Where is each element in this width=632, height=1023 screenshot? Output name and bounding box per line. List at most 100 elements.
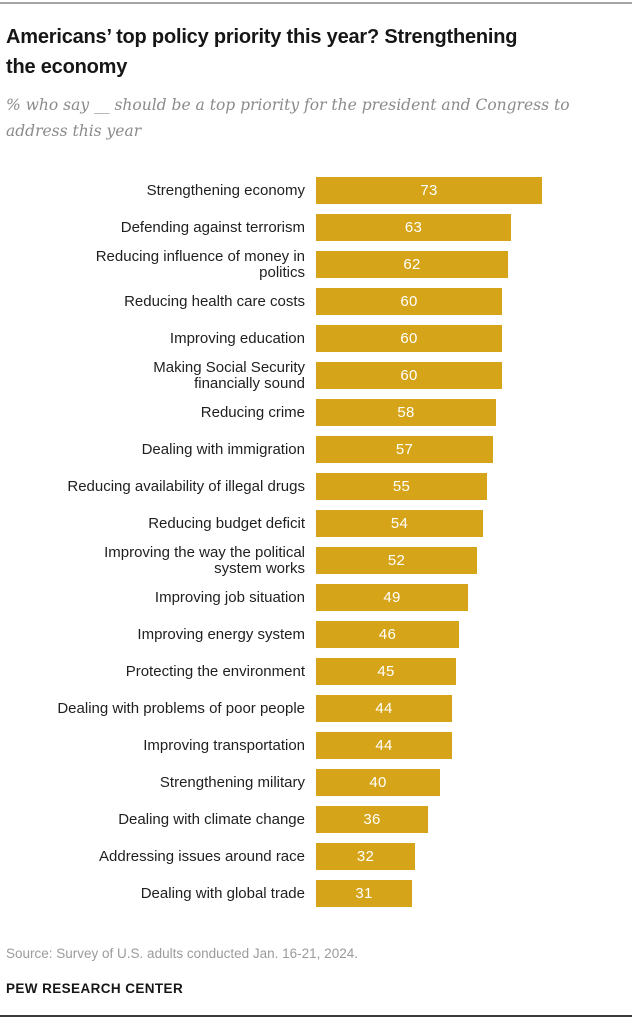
category-label: Strengthening military (159, 773, 305, 791)
chart-row: Defending against terrorism 63 (6, 214, 626, 241)
bar-track: 62 (316, 251, 626, 278)
bar-track: 60 (316, 288, 626, 315)
category-label: Addressing issues around race (99, 847, 305, 865)
category-label: Dealing with climate change (118, 810, 305, 828)
category-label: Reducing budget deficit (148, 514, 305, 532)
chart-row: Reducing crime 58 (6, 399, 626, 426)
chart-row: Improving education 60 (6, 325, 626, 352)
bar: 58 (316, 399, 496, 426)
bar-track: 73 (316, 177, 626, 204)
bar: 44 (316, 695, 452, 722)
category-label: Making Social Security financially sound (153, 358, 305, 392)
chart-row: Dealing with global trade 31 (6, 880, 626, 907)
value-label: 58 (397, 404, 415, 421)
bar-track: 32 (316, 843, 626, 870)
bar: 36 (316, 806, 428, 833)
bar-track: 44 (316, 732, 626, 759)
value-label: 52 (387, 552, 406, 569)
bar-track: 49 (316, 584, 626, 611)
value-label: 73 (420, 182, 438, 199)
bar-track: 58 (316, 399, 626, 426)
bar: 32 (316, 843, 415, 870)
category-label: Dealing with immigration (141, 440, 305, 458)
bar-track: 55 (316, 473, 626, 500)
bar: 60 (316, 325, 502, 352)
category-label: Improving job situation (154, 588, 305, 606)
bar: 52 (316, 547, 477, 574)
chart-row: Dealing with immigration 57 (6, 436, 626, 463)
category-label: Reducing health care costs (124, 292, 305, 310)
bar-chart: Strengthening economy 73 Defending against… (6, 177, 626, 907)
chart-row: Reducing budget deficit 54 (6, 510, 626, 537)
value-label: 60 (400, 293, 418, 310)
category-label: Reducing crime (200, 403, 305, 421)
value-label: 46 (378, 626, 397, 643)
bar: 31 (316, 880, 412, 907)
brand-footer: PEW RESEARCH CENTER (6, 981, 184, 996)
bar-track: 57 (316, 436, 626, 463)
value-label: 57 (395, 441, 414, 458)
chart-row: Improving the way the political system w… (6, 543, 626, 577)
chart-row: Improving energy system 46 (6, 621, 626, 648)
chart-row: Improving transportation 44 (6, 732, 626, 759)
bar-track: 46 (316, 621, 626, 648)
value-label: 63 (404, 219, 423, 236)
bar: 73 (316, 177, 542, 204)
value-label: 60 (400, 367, 418, 384)
bar: 54 (316, 510, 483, 537)
bottom-divider (0, 1015, 632, 1017)
category-label: Improving education (169, 329, 305, 347)
category-label: Defending against terrorism (120, 218, 305, 236)
top-divider (0, 2, 632, 4)
bar-track: 45 (316, 658, 626, 685)
page-title: Americans’ top policy priority this year… (6, 26, 518, 78)
bar-track: 40 (316, 769, 626, 796)
value-label: 44 (375, 737, 393, 754)
chart-row: Reducing health care costs 60 (6, 288, 626, 315)
value-label: 60 (400, 330, 418, 347)
value-label: 54 (390, 515, 409, 532)
category-label: Improving transportation (143, 736, 305, 754)
value-label: 62 (403, 256, 421, 273)
chart-subtitle: % who say __ should be a top priority fo… (6, 96, 570, 140)
chart-row: Dealing with climate change 36 (6, 806, 626, 833)
chart-row: Dealing with problems of poor people 44 (6, 695, 626, 722)
bar-track: 52 (316, 547, 626, 574)
bar-track: 60 (316, 362, 626, 389)
category-label: Dealing with problems of poor people (57, 699, 305, 717)
chart-row: Reducing availability of illegal drugs 55 (6, 473, 626, 500)
bar: 60 (316, 362, 502, 389)
category-label: Improving the way the political system w… (104, 543, 305, 577)
category-label: Improving energy system (137, 625, 305, 643)
category-label: Dealing with global trade (140, 884, 305, 902)
category-label: Reducing influence of money in politics (95, 247, 305, 281)
bar-track: 54 (316, 510, 626, 537)
bar-track: 44 (316, 695, 626, 722)
category-label: Strengthening economy (146, 181, 305, 199)
category-label: Protecting the environment (125, 662, 305, 680)
bar: 55 (316, 473, 487, 500)
chart-row: Strengthening economy 73 (6, 177, 626, 204)
chart-row: Making Social Security financially sound… (6, 358, 626, 392)
bar: 45 (316, 658, 456, 685)
source-note: Source: Survey of U.S. adults conducted … (6, 946, 358, 961)
chart-row: Improving job situation 49 (6, 584, 626, 611)
value-label: 55 (392, 478, 411, 495)
value-label: 36 (363, 811, 381, 828)
value-label: 49 (383, 589, 401, 606)
value-label: 31 (355, 885, 373, 902)
value-label: 44 (375, 700, 393, 717)
bar: 40 (316, 769, 440, 796)
value-label: 40 (369, 774, 387, 791)
bar: 60 (316, 288, 502, 315)
bar-track: 60 (316, 325, 626, 352)
bar: 57 (316, 436, 493, 463)
bar-track: 63 (316, 214, 626, 241)
bar: 49 (316, 584, 468, 611)
value-label: 45 (377, 663, 395, 680)
category-label: Reducing availability of illegal drugs (67, 477, 305, 495)
bar-track: 31 (316, 880, 626, 907)
bar: 63 (316, 214, 511, 241)
bar: 46 (316, 621, 459, 648)
